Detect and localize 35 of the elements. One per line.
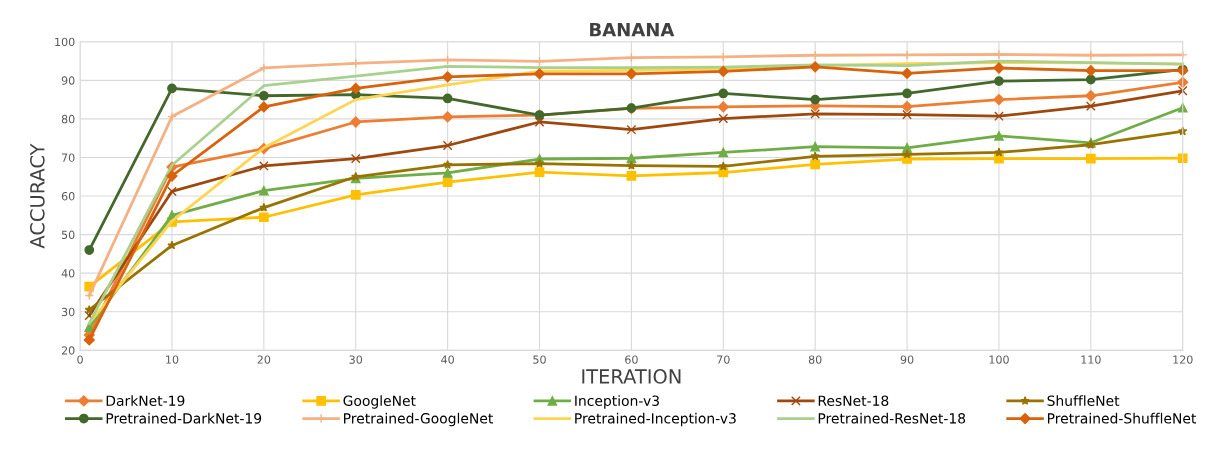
- y-tick-label: 50: [61, 230, 75, 239]
- legend-label: ShuffleNet: [1047, 395, 1120, 406]
- x-tick-label: 90: [900, 355, 914, 364]
- legend-label: Pretrained-DarkNet-19: [106, 412, 262, 424]
- y-tick-label: 40: [61, 269, 75, 278]
- y-tick-label: 30: [61, 307, 75, 317]
- legend-label: Pretrained-ResNet-18: [818, 412, 966, 424]
- x-tick-label: 40: [441, 355, 454, 364]
- legend-label: Pretrained-Inception-v3: [575, 412, 736, 427]
- x-axis-title: ITERATION: [582, 369, 681, 384]
- legend-label: Inception-v3: [575, 395, 659, 409]
- y-tick-label: 80: [61, 114, 75, 124]
- x-tick-label: 110: [1081, 355, 1101, 364]
- chart-title: BANANA: [590, 23, 675, 37]
- y-tick-label: 70: [61, 153, 75, 162]
- y-tick-label: 60: [61, 192, 75, 201]
- legend-label: Pretrained-ShuffleNet: [1047, 412, 1197, 424]
- y-tick-label: 20: [61, 346, 75, 355]
- x-tick-label: 50: [533, 355, 546, 364]
- x-tick-label: 70: [717, 355, 730, 364]
- x-tick-label: 100: [989, 355, 1009, 364]
- x-tick-label: 80: [808, 355, 822, 364]
- x-tick-label: 30: [349, 355, 363, 364]
- y-tick-label: 100: [55, 37, 75, 47]
- x-tick-label: 20: [257, 355, 271, 364]
- y-axis-title: ACCURACY: [29, 143, 45, 249]
- legend-label: Pretrained-GoogleNet: [344, 412, 493, 427]
- legend-label: GoogleNet: [343, 395, 416, 409]
- legend-label: DarkNet-19: [106, 395, 185, 406]
- x-tick-label: 120: [1173, 355, 1193, 364]
- x-tick-label: 0: [77, 355, 83, 364]
- x-tick-label: 10: [166, 355, 179, 364]
- x-tick-label: 60: [625, 355, 638, 364]
- legend-label: ResNet-18: [818, 395, 889, 406]
- y-tick-label: 90: [61, 76, 75, 85]
